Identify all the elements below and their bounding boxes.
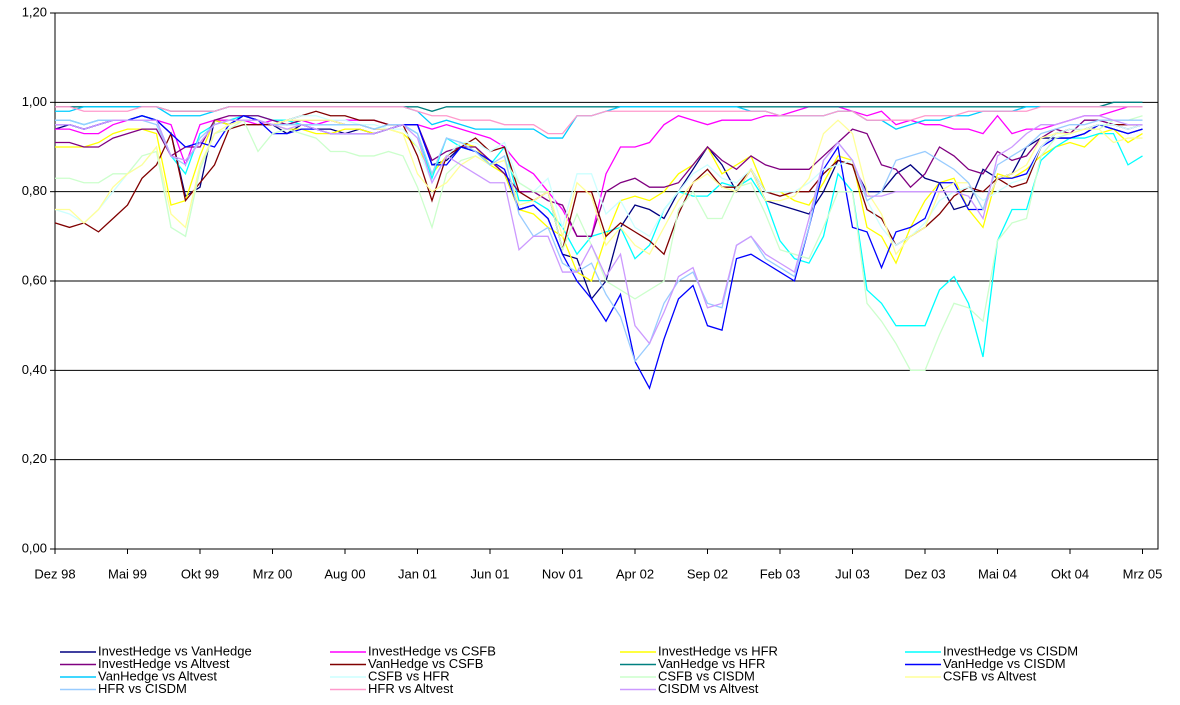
x-tick-label: Nov 01 bbox=[542, 566, 583, 581]
x-tick-label: Mrz 00 bbox=[253, 566, 293, 581]
series-line bbox=[55, 115, 1143, 358]
series-line bbox=[55, 115, 1143, 371]
x-tick-label: Okt 99 bbox=[181, 566, 219, 581]
legend-label: VanHedge vs Altvest bbox=[98, 668, 217, 683]
x-tick-label: Jan 01 bbox=[398, 566, 437, 581]
legend-label: VanHedge vs CSFB bbox=[368, 656, 483, 671]
y-tick-label: 1,00 bbox=[22, 94, 47, 109]
y-tick-label: 0,60 bbox=[22, 272, 47, 287]
legend-label: HFR vs CISDM bbox=[98, 681, 187, 696]
x-tick-label: Aug 00 bbox=[324, 566, 365, 581]
x-tick-label: Okt 04 bbox=[1051, 566, 1089, 581]
x-tick-label: Dez 03 bbox=[904, 566, 945, 581]
legend-label: InvestHedge vs HFR bbox=[658, 643, 778, 658]
legend-label: InvestHedge vs VanHedge bbox=[98, 643, 252, 658]
y-tick-label: 0,80 bbox=[22, 183, 47, 198]
legend-label: HFR vs Altvest bbox=[368, 681, 454, 696]
legend-label: CSFB vs Altvest bbox=[943, 668, 1037, 683]
y-tick-label: 1,20 bbox=[22, 4, 47, 19]
legend-label: CSFB vs HFR bbox=[368, 668, 450, 683]
y-tick-label: 0,00 bbox=[22, 540, 47, 555]
x-tick-label: Jul 03 bbox=[835, 566, 870, 581]
legend-label: CISDM vs Altvest bbox=[658, 681, 759, 696]
series-line bbox=[55, 115, 1143, 345]
x-tick-label: Jun 01 bbox=[470, 566, 509, 581]
series-line bbox=[55, 119, 1143, 256]
x-tick-label: Mrz 05 bbox=[1123, 566, 1163, 581]
y-tick-label: 0,20 bbox=[22, 451, 47, 466]
x-tick-label: Sep 02 bbox=[687, 566, 728, 581]
series-line bbox=[55, 106, 1143, 135]
legend-label: InvestHedge vs CISDM bbox=[943, 643, 1078, 658]
x-tick-label: Dez 98 bbox=[34, 566, 75, 581]
legend-label: InvestHedge vs CSFB bbox=[368, 643, 496, 658]
legend-label: CSFB vs CISDM bbox=[658, 668, 755, 683]
series-line bbox=[54, 110, 1143, 256]
legend-label: VanHedge vs CISDM bbox=[943, 656, 1066, 671]
x-tick-label: Mai 04 bbox=[978, 566, 1017, 581]
x-tick-label: Mai 99 bbox=[108, 566, 147, 581]
legend-label: InvestHedge vs Altvest bbox=[98, 656, 230, 671]
y-tick-label: 0,40 bbox=[22, 362, 47, 377]
x-tick-label: Feb 03 bbox=[760, 566, 800, 581]
legend-label: VanHedge vs HFR bbox=[658, 656, 765, 671]
x-tick-label: Apr 02 bbox=[616, 566, 654, 581]
